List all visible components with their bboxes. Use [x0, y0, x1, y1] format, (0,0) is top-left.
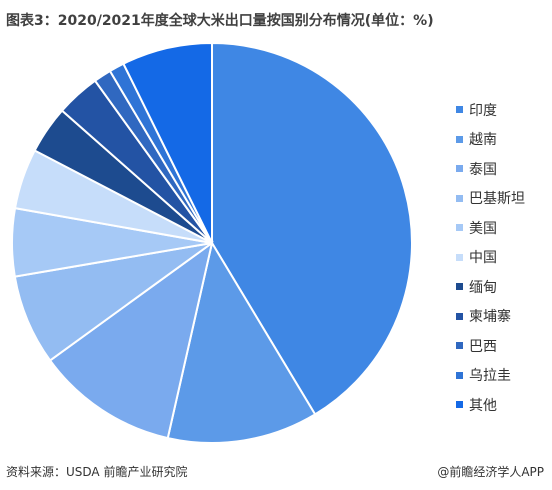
legend-swatch	[456, 253, 463, 261]
legend-swatch	[456, 312, 463, 320]
legend-swatch	[456, 283, 463, 291]
legend-item: 巴西	[456, 331, 525, 361]
brand-label: @前瞻经济学人APP	[437, 465, 544, 479]
legend-item: 印度	[456, 95, 525, 125]
legend-swatch	[456, 371, 463, 379]
chart-legend: 印度越南泰国巴基斯坦美国中国缅甸柬埔寨巴西乌拉圭其他	[456, 95, 525, 420]
pie-slice-1	[211, 41, 413, 416]
legend-label: 缅甸	[469, 279, 497, 296]
legend-item: 缅甸	[456, 272, 525, 302]
chart-title: 图表3：2020/2021年度全球大米出口量按国别分布情况(单位：%)	[6, 13, 434, 29]
legend-item: 泰国	[456, 154, 525, 184]
legend-label: 越南	[469, 132, 497, 149]
legend-label: 印度	[469, 102, 497, 119]
legend-item: 中国	[456, 243, 525, 273]
legend-swatch	[456, 135, 463, 143]
legend-item: 巴基斯坦	[456, 184, 525, 214]
legend-item: 美国	[456, 213, 525, 243]
pie-slice-2	[166, 240, 317, 444]
legend-label: 其他	[469, 397, 497, 414]
legend-swatch	[456, 194, 463, 202]
pie-slice-3	[48, 240, 214, 440]
legend-label: 巴西	[469, 338, 497, 355]
legend-label: 泰国	[469, 161, 497, 178]
legend-label: 中国	[469, 250, 497, 267]
legend-swatch	[456, 106, 463, 114]
legend-swatch	[456, 224, 463, 232]
legend-item: 其他	[456, 390, 525, 420]
legend-swatch	[456, 342, 463, 350]
legend-item: 乌拉圭	[456, 361, 525, 391]
legend-item: 柬埔寨	[456, 302, 525, 332]
pie-slice-11	[122, 41, 213, 244]
legend-label: 巴基斯坦	[469, 191, 525, 208]
legend-item: 越南	[456, 125, 525, 155]
legend-swatch	[456, 401, 463, 409]
legend-swatch	[456, 165, 463, 173]
legend-label: 乌拉圭	[469, 368, 511, 385]
legend-label: 美国	[469, 220, 497, 237]
source-note: 资料来源：USDA 前瞻产业研究院	[6, 465, 188, 479]
legend-label: 柬埔寨	[469, 309, 511, 326]
